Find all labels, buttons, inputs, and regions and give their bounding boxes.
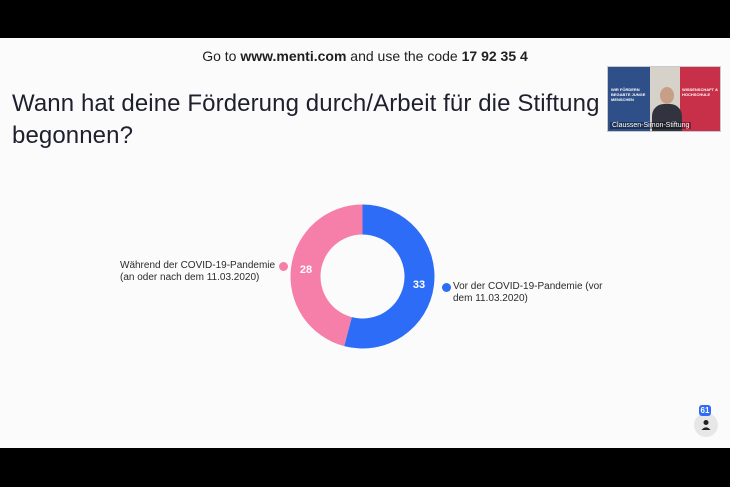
person-icon [701,420,711,430]
join-prefix: Go to [202,48,237,64]
presenter-body [652,104,682,131]
legend-dot-before [442,283,451,292]
video-banner-left [608,67,658,131]
video-caption: Claussen-Simon-Stiftung [610,122,692,129]
label-before: Vor der COVID-19-Pandemie (vor dem 11.03… [453,281,603,304]
participant-count-badge: 61 [699,405,711,416]
donut-slice-during [290,204,363,347]
donut-value-during: 28 [300,264,312,276]
join-code: 17 92 35 4 [461,48,528,64]
participants-button[interactable] [694,413,718,437]
presentation-slide: Go to www.menti.com and use the code 17 … [0,38,730,448]
question-title: Wann hat deine Förderung durch/Arbeit fü… [12,90,600,149]
join-url[interactable]: www.menti.com [240,48,347,64]
presenter-head [660,87,674,104]
legend-dot-during [279,262,288,271]
video-banner-left-text: WIR FÖRDERN BEGABTE JUNGE MENSCHEN [611,87,646,102]
presenter-video[interactable]: WIR FÖRDERN BEGABTE JUNGE MENSCHEN WISSE… [607,66,721,132]
join-middle: and use the code [350,48,458,64]
video-banner-right [680,67,720,131]
label-during: Während der COVID-19-Pandemie (an oder n… [120,260,276,283]
donut-value-before: 33 [413,279,425,291]
donut-chart: 33 28 [290,204,435,349]
join-instructions: Go to www.menti.com and use the code 17 … [0,48,730,64]
donut-slice-before [344,204,435,349]
video-banner-right-text: WISSENSCHAFT & HOCHSCHULE [682,87,718,97]
